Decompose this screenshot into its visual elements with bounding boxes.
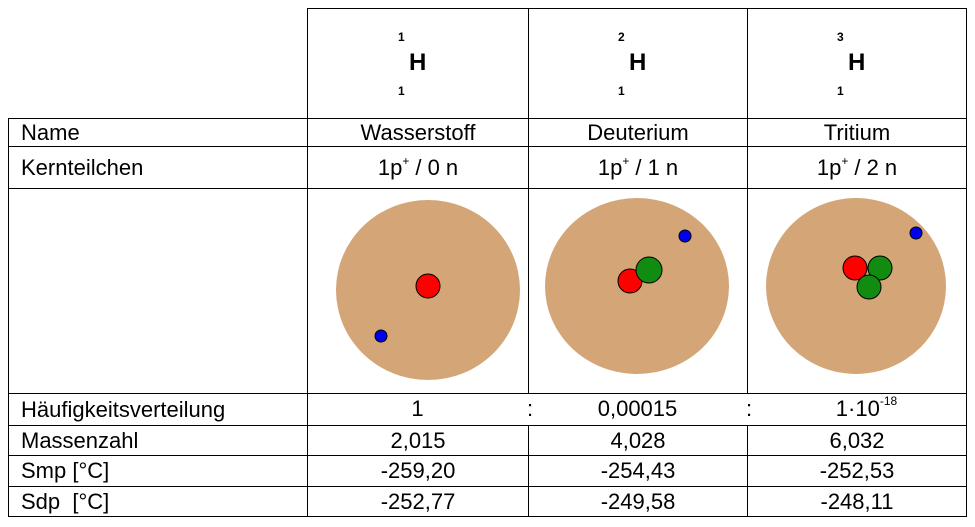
neutron — [867, 255, 893, 281]
atom-shell — [766, 198, 946, 374]
electron — [374, 329, 388, 343]
abundance-value: 1·10-18 — [835, 394, 898, 422]
mass-number: 3 — [837, 30, 844, 44]
cell-value: 6,032 — [747, 425, 967, 456]
particle-text: 1p+ / 2 n — [816, 153, 898, 180]
particle-text: 1p+ / 1 n — [597, 153, 679, 180]
element-symbol: H — [409, 49, 427, 76]
atomic-number: 1 — [398, 84, 405, 98]
separator: : — [526, 396, 534, 421]
protons: 1p — [377, 154, 403, 180]
proton — [415, 273, 441, 299]
particle-text: 1p+ / 0 n — [377, 153, 459, 180]
base: 1·10 — [835, 396, 880, 421]
atomic-number: 1 — [618, 84, 625, 98]
mass-number: 2 — [618, 30, 625, 44]
abundance-value: 1 — [411, 396, 424, 421]
cell-value: -252,53 — [747, 455, 967, 487]
cell-value: 4,028 — [528, 425, 748, 456]
charge: + — [402, 153, 410, 168]
neutrons: / 1 n — [635, 154, 679, 180]
neutrons: / 2 n — [854, 154, 898, 180]
separator: : — [745, 396, 753, 421]
cell-value: -249,58 — [528, 486, 748, 517]
abundance-value: 0,00015 — [597, 396, 678, 421]
row-label: Häufigkeitsverteilung — [8, 393, 308, 426]
electron — [909, 226, 923, 240]
neutron — [635, 256, 663, 284]
cell-value: -248,11 — [747, 486, 967, 517]
row-label: Sdp [°C] — [8, 486, 308, 517]
atomic-number: 1 — [837, 84, 844, 98]
cell-value: 2,015 — [307, 425, 529, 456]
row-label: Smp [°C] — [8, 455, 308, 487]
neutron — [856, 274, 882, 300]
exponent: -18 — [879, 394, 898, 408]
mass-number: 1 — [398, 30, 405, 44]
electron — [678, 229, 692, 243]
charge: + — [622, 153, 630, 168]
neutrons: / 0 n — [415, 154, 459, 180]
cell-value: -259,20 — [307, 455, 529, 487]
cell-value: -252,77 — [307, 486, 529, 517]
proton — [842, 255, 868, 281]
row-label: Massenzahl — [8, 425, 308, 456]
protons: 1p — [816, 154, 842, 180]
charge: + — [841, 153, 849, 168]
protons: 1p — [597, 154, 623, 180]
element-symbol: H — [848, 49, 866, 76]
cell-value: -254,43 — [528, 455, 748, 487]
element-symbol: H — [629, 49, 647, 76]
